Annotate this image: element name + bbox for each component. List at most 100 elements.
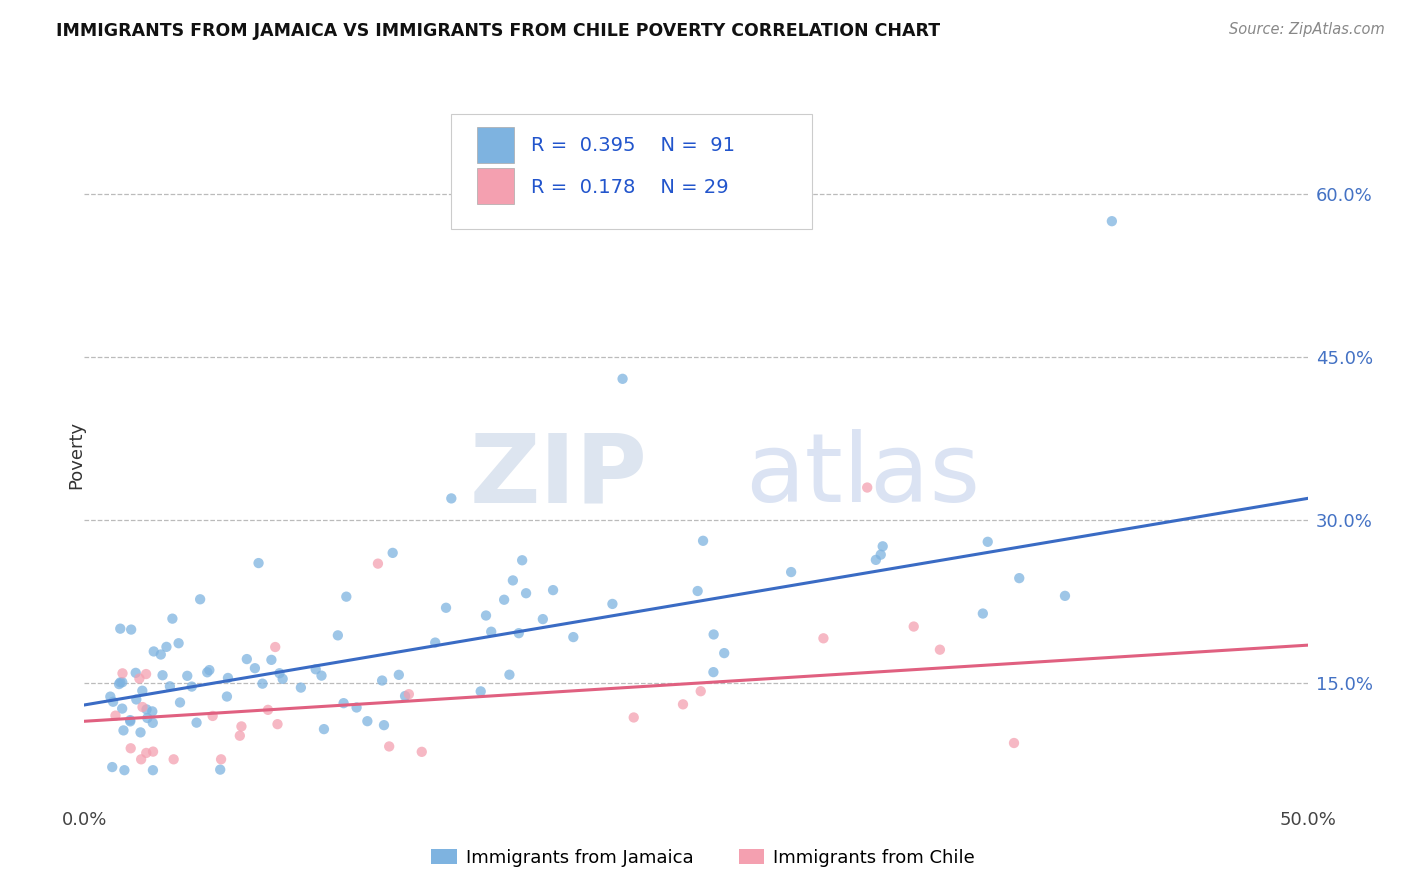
Text: ZIP: ZIP (470, 429, 647, 523)
Point (111, 701, 134, 715)
Point (271, 672, 294, 686)
Point (541, 583, 564, 598)
Point (231, 719, 253, 733)
Point (332, 696, 354, 710)
Text: Source: ZipAtlas.com: Source: ZipAtlas.com (1229, 22, 1385, 37)
Point (112, 723, 135, 738)
Point (142, 715, 165, 730)
Point (131, 683, 153, 698)
Point (702, 665, 724, 680)
Point (125, 692, 148, 706)
Point (110, 675, 132, 690)
Point (394, 689, 416, 703)
Point (398, 687, 420, 701)
Point (475, 608, 498, 623)
Point (686, 584, 709, 599)
Point (689, 684, 711, 698)
Point (865, 553, 887, 567)
Point (163, 752, 186, 766)
Point (110, 622, 132, 636)
Point (510, 553, 533, 567)
Point (612, 372, 634, 386)
Point (977, 534, 1000, 549)
Point (209, 763, 232, 777)
Point (98, 690, 121, 704)
Point (602, 597, 624, 611)
Point (120, 741, 142, 756)
Point (135, 702, 157, 716)
Bar (477, 127, 513, 162)
Point (562, 630, 585, 644)
Point (780, 565, 803, 579)
Point (201, 709, 224, 723)
Point (136, 711, 159, 725)
Point (243, 661, 266, 675)
Point (1002, 736, 1025, 750)
Point (236, 652, 259, 666)
Point (672, 698, 695, 712)
Point (129, 725, 152, 739)
Point (128, 672, 150, 686)
Point (411, 745, 433, 759)
Point (713, 646, 735, 660)
Point (381, 546, 404, 560)
Point (162, 612, 184, 626)
Point (872, 539, 894, 553)
Point (167, 636, 190, 650)
Point (335, 590, 357, 604)
Point (264, 640, 287, 654)
Text: R =  0.178    N = 29: R = 0.178 N = 29 (531, 178, 728, 196)
Point (928, 642, 950, 657)
Point (972, 607, 994, 621)
Point (311, 668, 333, 682)
Legend: Immigrants from Jamaica, Immigrants from Chile: Immigrants from Jamaica, Immigrants from… (425, 842, 981, 874)
Point (305, 662, 328, 676)
Point (356, 714, 378, 728)
Point (346, 700, 368, 714)
Point (104, 708, 127, 723)
Point (531, 612, 554, 626)
Point (125, 665, 148, 680)
Point (367, 557, 389, 571)
Point (186, 715, 208, 730)
Point (142, 745, 165, 759)
Point (180, 680, 202, 694)
Point (257, 703, 280, 717)
Point (101, 760, 124, 774)
Point (252, 676, 274, 690)
Point (856, 481, 879, 495)
Point (155, 640, 177, 654)
Point (120, 714, 142, 729)
Point (198, 663, 221, 677)
Point (703, 627, 725, 641)
Point (269, 666, 291, 681)
Point (120, 623, 142, 637)
Point (120, 713, 142, 727)
Point (373, 718, 395, 732)
Point (312, 722, 335, 736)
Point (112, 763, 135, 777)
Point (215, 690, 238, 704)
Point (692, 533, 714, 548)
Point (209, 752, 232, 766)
Point (290, 681, 312, 695)
Point (111, 666, 134, 681)
Point (111, 675, 134, 690)
Y-axis label: Poverty: Poverty (67, 421, 84, 489)
Point (326, 628, 349, 642)
Point (1101, 214, 1123, 228)
Point (129, 752, 152, 766)
Point (869, 548, 891, 562)
Point (378, 739, 401, 754)
Point (159, 679, 181, 693)
Point (176, 669, 198, 683)
Point (266, 717, 288, 731)
Point (498, 667, 520, 681)
Point (1053, 589, 1076, 603)
Point (149, 648, 172, 662)
Point (623, 710, 645, 724)
Point (425, 635, 447, 649)
Text: atlas: atlas (745, 429, 980, 523)
Point (169, 696, 191, 710)
Point (371, 673, 394, 688)
